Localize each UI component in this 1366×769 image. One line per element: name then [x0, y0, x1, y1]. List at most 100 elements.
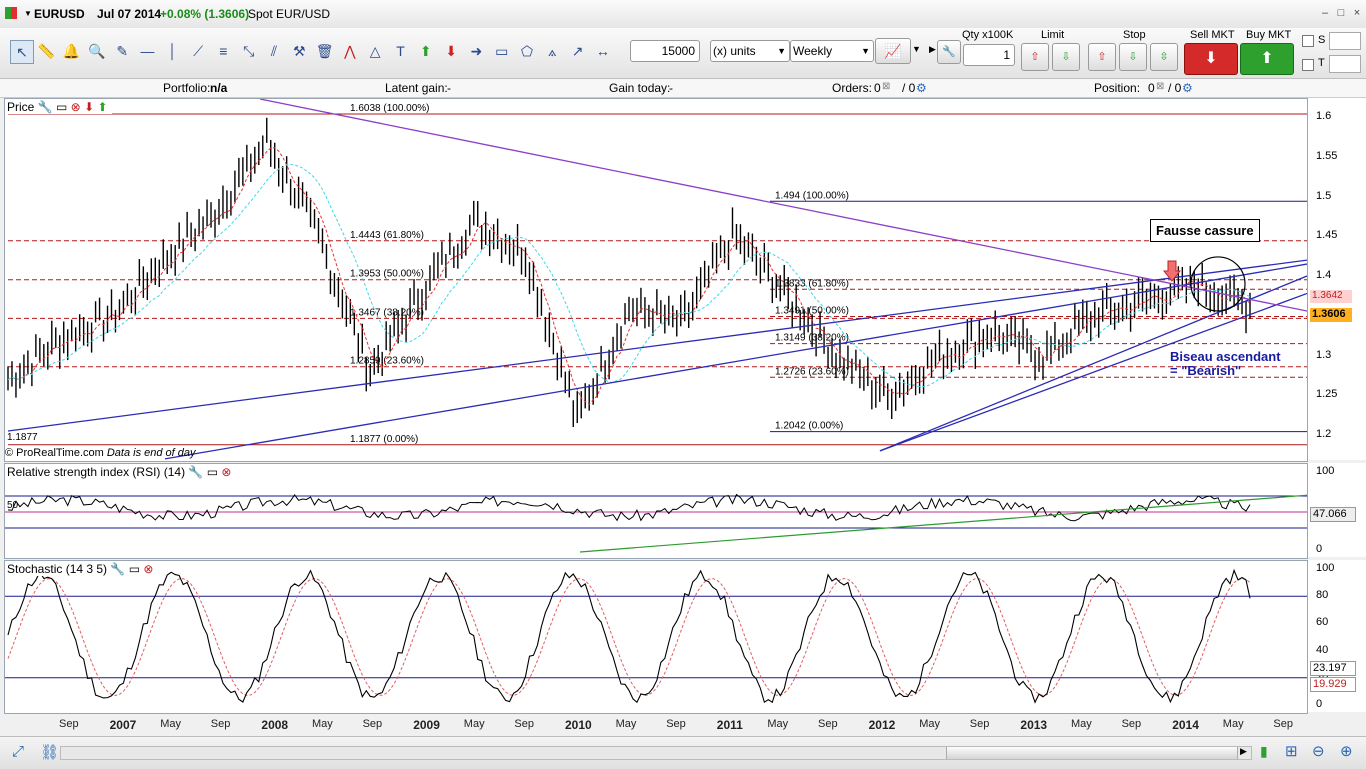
wrench-icon[interactable]: 🔧 — [188, 465, 204, 479]
price-chart[interactable]: 1.6038 (100.00%) 1.4443 (61.80%) 1.3953 (5… — [5, 99, 1307, 461]
position-separator: / 0 — [1168, 81, 1182, 95]
x-tick-label: May — [1222, 718, 1244, 730]
arrows-icon[interactable]: ⤡ — [243, 43, 255, 59]
chevron-down-icon: ▼ — [777, 46, 786, 56]
fib-icon[interactable]: ≡ — [219, 43, 228, 59]
arrow-down-icon[interactable]: ⬇ — [84, 100, 95, 114]
symbol-dropdown-icon[interactable]: ▼ — [24, 9, 32, 18]
maximize-button[interactable]: □ — [1337, 7, 1345, 19]
close-icon[interactable]: ⊗ — [143, 562, 154, 576]
position-close-icon[interactable]: ⊠ — [1156, 81, 1165, 92]
rsi-chart[interactable] — [5, 464, 1307, 558]
close-icon[interactable]: ⊗ — [70, 100, 81, 114]
trendlines-icon[interactable]: ⟋ — [193, 43, 203, 59]
text-icon[interactable]: T — [396, 43, 405, 59]
stoch-k-line — [7, 568, 1251, 704]
close-button[interactable]: × — [1353, 7, 1361, 19]
sell-market-button[interactable]: ⬇ — [1184, 43, 1238, 75]
hline-icon[interactable]: — — [140, 43, 155, 59]
link-icon[interactable]: ⛓ — [40, 744, 60, 761]
hammer-icon[interactable]: ⚒ — [293, 43, 306, 59]
quantity-input[interactable]: 15000 — [630, 40, 700, 62]
cursor-icon[interactable]: ↖ — [10, 40, 34, 64]
t-checkbox[interactable] — [1302, 59, 1314, 71]
units-select[interactable]: (x) units ▼ — [710, 40, 790, 62]
zigzag-icon[interactable]: ⋀ — [344, 43, 356, 59]
polygon-icon[interactable]: ⬠ — [520, 43, 534, 59]
collapse-icon[interactable]: ▶ — [929, 44, 936, 54]
candle-icon[interactable]: ▮ — [1260, 743, 1268, 759]
wedge-lower-line-2 — [879, 292, 1307, 452]
minimize-button[interactable]: – — [1321, 7, 1329, 19]
right-arrow-icon[interactable]: ➜ — [470, 43, 483, 59]
chart-type-button[interactable]: 📈 — [875, 38, 911, 64]
s-checkbox[interactable] — [1302, 35, 1314, 47]
fib-label-right: 1.494 (100.00%) — [775, 190, 849, 201]
window-icon[interactable]: ▭ — [55, 100, 68, 114]
t-input[interactable] — [1329, 55, 1361, 73]
chart-type-dropdown-icon[interactable]: ▼ — [912, 44, 921, 54]
timeframe-select[interactable]: Weekly ▼ — [790, 40, 874, 62]
cone-icon[interactable]: ⟑ — [548, 43, 557, 59]
ruler-icon[interactable]: 📏 — [37, 43, 56, 59]
limit-sell-button[interactable]: ⇩ — [1052, 43, 1080, 71]
up-arrow-icon[interactable]: ⬆ — [419, 43, 432, 59]
scrollbar-thumb[interactable] — [946, 747, 1238, 759]
rectangle-icon[interactable]: ▭ — [495, 43, 509, 59]
x-tick-label: Sep — [969, 718, 990, 730]
zoom-out-icon[interactable]: ⊖ — [1312, 743, 1325, 760]
position-settings-icon[interactable]: ⚙ — [1182, 81, 1193, 95]
expand-icon[interactable]: ⤢ — [12, 743, 25, 760]
arrow-up-icon[interactable]: ⬆ — [97, 100, 108, 114]
s-input[interactable] — [1329, 32, 1361, 50]
pen-icon[interactable]: ✎ — [116, 43, 129, 59]
stochastic-panel-title: Stochastic (14 3 5) 🔧 ▭ ⊗ — [7, 562, 158, 576]
rsi-axis[interactable]: 100 0 47.066 — [1308, 463, 1366, 557]
wrench-button[interactable]: 🔧 — [937, 40, 961, 64]
dist-icon[interactable]: ↔ — [595, 43, 610, 59]
zoom-in-icon[interactable]: ⊕ — [1340, 743, 1353, 760]
buy-market-button[interactable]: ⬆ — [1240, 43, 1294, 75]
biseau-line-1: Biseau ascendant — [1170, 349, 1281, 364]
info-bar: Portfolio: n/a Latent gain: - Gain today… — [0, 79, 1366, 98]
date-label: Jul 07 2014 — [97, 7, 162, 21]
close-icon[interactable]: ⊗ — [221, 465, 232, 479]
vline-icon[interactable]: │ — [168, 43, 178, 59]
zoom-icon[interactable]: 🔍 — [88, 43, 106, 59]
triangle-icon[interactable]: △ — [369, 43, 381, 59]
down-arrow-icon[interactable]: ⬇ — [445, 43, 457, 59]
stochastic-axis[interactable]: 100806040200 23.197 19.929 — [1308, 560, 1366, 712]
alarm-icon[interactable]: 🔔 — [62, 43, 81, 59]
stochastic-chart[interactable] — [5, 561, 1307, 713]
t-label: T — [1318, 57, 1325, 69]
parallel-icon[interactable]: ⫽ — [270, 43, 278, 59]
orders-close-icon[interactable]: ⊠ — [882, 81, 891, 92]
stop-buy-button[interactable]: ⇧ — [1088, 43, 1116, 71]
orders-value: 0 — [874, 81, 881, 95]
stochastic-panel[interactable]: Stochastic (14 3 5) 🔧 ▭ ⊗ — [4, 560, 1308, 714]
zoom-fit-icon[interactable]: ⊞ — [1285, 743, 1298, 760]
ray-icon[interactable]: ↗ — [571, 43, 584, 59]
orders-label: Orders: — [832, 81, 873, 95]
x-tick-label: May — [919, 718, 940, 730]
price-axis[interactable]: 1.61.551.51.451.41.351.31.251.2 1.3642 1… — [1308, 98, 1366, 460]
x-tick-label: 2012 — [868, 718, 896, 732]
qty-input[interactable]: 1 — [963, 44, 1015, 66]
false-break-circle — [1190, 256, 1246, 312]
rsi-panel[interactable]: Relative strength index (RSI) (14) 🔧 ▭ ⊗… — [4, 463, 1308, 559]
stoch-tick: 60 — [1316, 616, 1329, 629]
window-icon[interactable]: ▭ — [128, 562, 141, 576]
orders-settings-icon[interactable]: ⚙ — [916, 81, 927, 95]
scroll-right-icon[interactable]: ▶ — [1240, 746, 1247, 756]
window-icon[interactable]: ▭ — [206, 465, 219, 479]
symbol-label[interactable]: EURUSD — [34, 7, 85, 21]
price-panel[interactable]: 1.6038 (100.00%) 1.4443 (61.80%) 1.3953 (5… — [4, 98, 1308, 462]
stop-both-button[interactable]: ⇳ — [1150, 43, 1178, 71]
x-tick-label: 2011 — [716, 718, 743, 732]
trash-icon[interactable]: 🗑 — [315, 43, 334, 59]
stop-sell-button[interactable]: ⇩ — [1119, 43, 1147, 71]
wrench-icon[interactable]: 🔧 — [110, 562, 126, 576]
wrench-icon[interactable]: 🔧 — [37, 100, 53, 114]
limit-buy-button[interactable]: ⇧ — [1021, 43, 1049, 71]
horizontal-scrollbar[interactable] — [60, 746, 1252, 760]
